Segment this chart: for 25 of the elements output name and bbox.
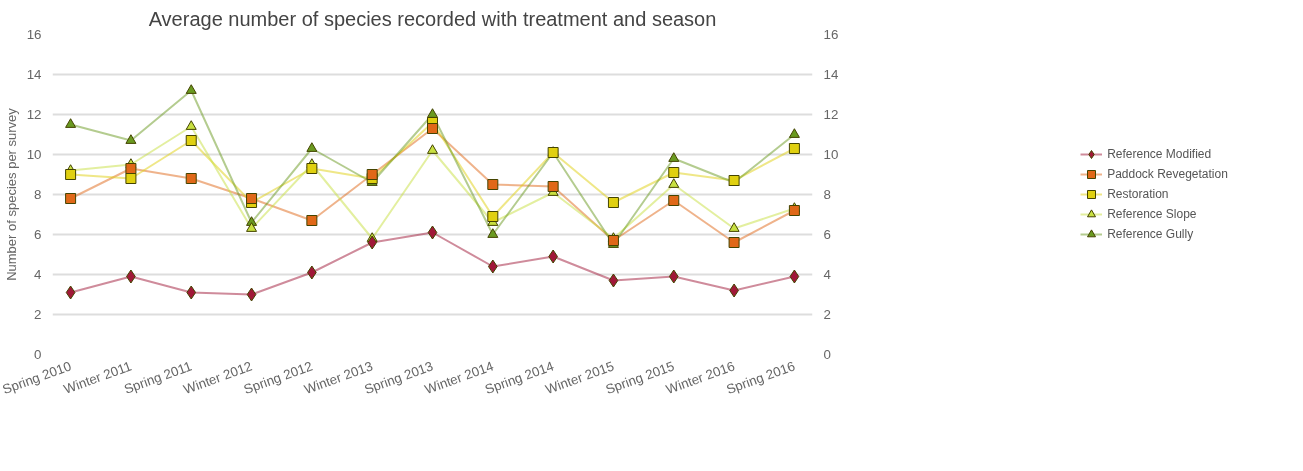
y2-tick-label: 0 <box>823 347 831 362</box>
y2-tick-label: 14 <box>823 67 839 82</box>
y2-tick-label: 10 <box>823 147 839 162</box>
y-tick-label: 12 <box>26 107 42 122</box>
y-axis-title: Number of species per survey <box>3 107 19 281</box>
y-tick-label: 14 <box>26 67 43 82</box>
legend-label: Paddock Revegetation <box>1107 167 1228 181</box>
y-tick-label: 4 <box>34 267 43 282</box>
y-tick-label: 2 <box>34 307 42 322</box>
y-tick-label: 0 <box>34 347 42 362</box>
y-tick-label: 6 <box>34 227 42 242</box>
y2-tick-label: 6 <box>823 227 831 242</box>
chart-title: Average number of species recorded with treatment and season <box>148 7 717 30</box>
y2-tick-label: 16 <box>823 27 839 42</box>
y2-tick-label: 8 <box>823 187 831 202</box>
legend-label: Reference Gully <box>1107 227 1194 241</box>
legend-label: Restoration <box>1107 187 1169 201</box>
y2-tick-label: 12 <box>823 107 839 122</box>
y-tick-label: 16 <box>26 27 42 42</box>
y-tick-label: 10 <box>26 147 42 162</box>
legend-label: Reference Modified <box>1107 147 1212 161</box>
y-tick-label: 8 <box>34 187 42 202</box>
y2-tick-label: 4 <box>823 267 832 282</box>
y2-tick-label: 2 <box>823 307 831 322</box>
legend-label: Reference Slope <box>1107 207 1197 221</box>
